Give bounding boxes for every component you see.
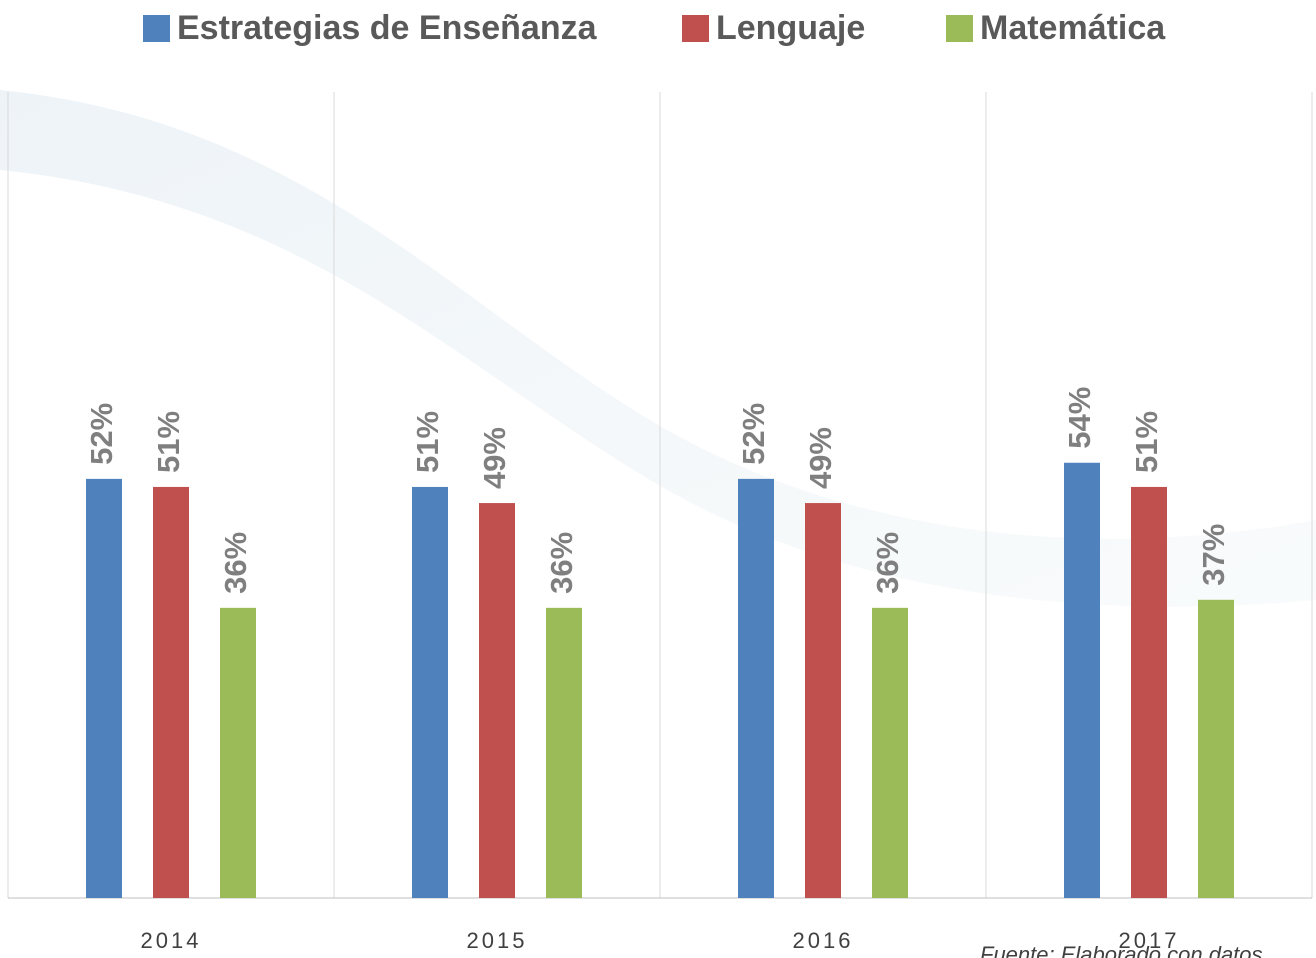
legend-label: Matemática: [980, 9, 1166, 47]
bar: [412, 486, 448, 898]
bar: [546, 607, 582, 898]
legend-swatch: [143, 15, 170, 42]
x-tick-label: 2016: [793, 928, 854, 953]
data-label: 36%: [218, 532, 253, 594]
bar: [479, 503, 515, 898]
data-label: 49%: [477, 427, 512, 489]
data-label: 37%: [1196, 524, 1231, 586]
x-tick-label: 2015: [467, 928, 528, 953]
data-label: 36%: [544, 532, 579, 594]
legend-label: Estrategias de Enseñanza: [177, 9, 598, 47]
data-label: 54%: [1062, 387, 1097, 449]
x-tick-label: 2017: [1119, 928, 1180, 953]
bar: [1064, 462, 1100, 898]
x-tick-label: 2014: [141, 928, 202, 953]
bar: [1198, 599, 1234, 898]
legend-swatch: [682, 15, 709, 42]
bar: [872, 607, 908, 898]
data-label: 52%: [736, 403, 771, 465]
data-label: 51%: [1129, 411, 1164, 473]
data-label: 51%: [410, 411, 445, 473]
legend-label: Lenguaje: [716, 9, 865, 47]
data-label: 51%: [151, 411, 186, 473]
legend-swatch: [946, 15, 973, 42]
bar: [86, 478, 122, 898]
bar: [220, 607, 256, 898]
background-wave: [0, 90, 1316, 607]
bar: [1131, 486, 1167, 898]
data-label: 36%: [870, 532, 905, 594]
bar: [805, 503, 841, 898]
data-label: 49%: [803, 427, 838, 489]
bar: [153, 486, 189, 898]
bar: [738, 478, 774, 898]
data-label: 52%: [84, 403, 119, 465]
source-note: Fuente: Elaborado con datos: [980, 942, 1263, 958]
